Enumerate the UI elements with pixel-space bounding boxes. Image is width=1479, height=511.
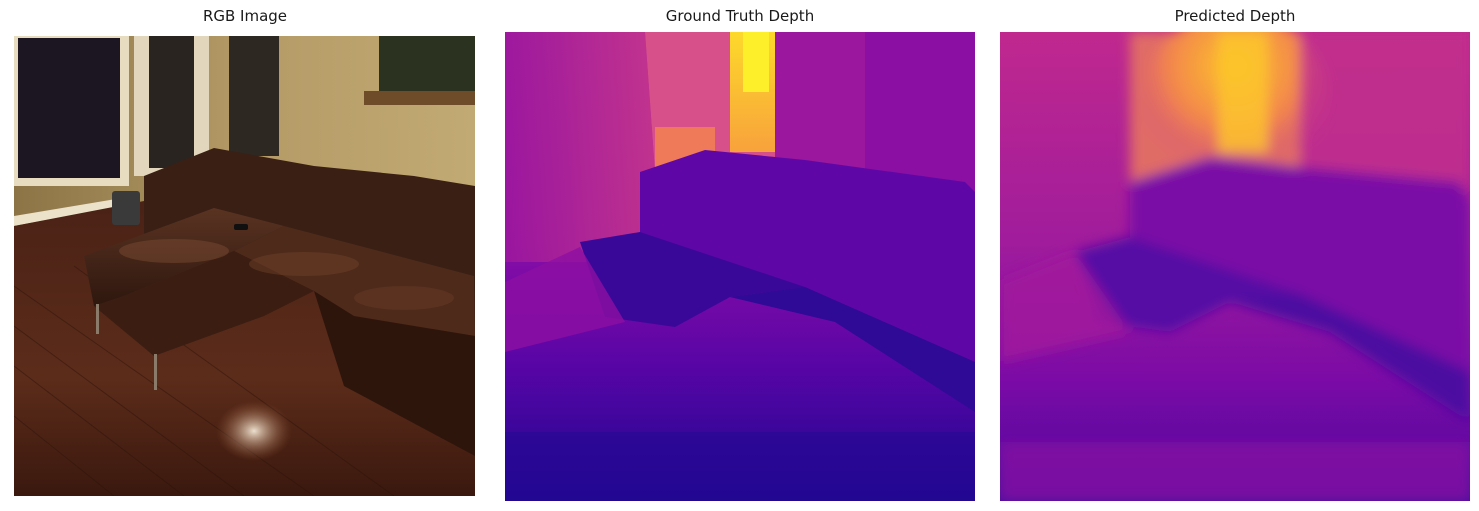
ground-truth-depth-map <box>505 32 975 501</box>
panel-title-ground-truth: Ground Truth Depth <box>665 7 815 25</box>
panel-predicted-depth: Predicted Depth <box>1000 0 1470 511</box>
panel-title-rgb: RGB Image <box>202 7 288 25</box>
panel-title-predicted: Predicted Depth <box>1174 7 1296 25</box>
predicted-depth-map <box>1000 32 1470 501</box>
panel-rgb-image: RGB Image <box>10 0 480 511</box>
rgb-image <box>14 36 475 496</box>
panel-ground-truth-depth: Ground Truth Depth <box>505 0 975 511</box>
